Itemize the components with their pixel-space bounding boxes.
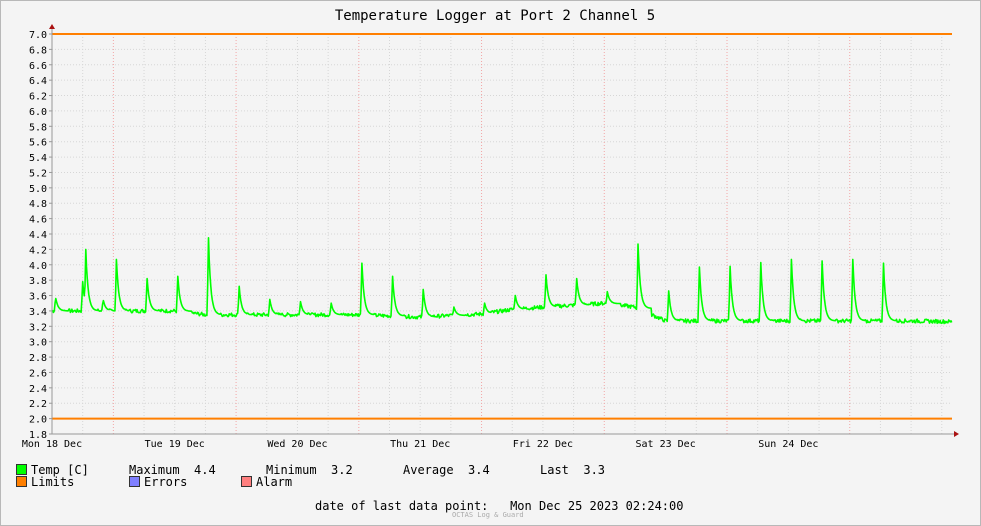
y-tick-label: 7.0 bbox=[29, 30, 47, 41]
x-tick-label: Sat 23 Dec bbox=[636, 439, 696, 450]
alarm-swatch bbox=[241, 476, 252, 487]
y-axis-tick-labels: 1.8 2.0 2.2 2.4 2.6 2.8 3.0 3.2 3.4 3.6 3.8 4.0 4.2 4… bbox=[29, 30, 47, 441]
errors-swatch bbox=[129, 476, 140, 487]
legend-limits: Limits bbox=[16, 475, 129, 489]
x-axis-arrow bbox=[954, 431, 959, 437]
y-tick-label: 3.6 bbox=[29, 292, 47, 303]
y-tick-label: 3.2 bbox=[29, 322, 47, 333]
y-tick-label: 6.6 bbox=[29, 61, 47, 72]
y-tick-label: 6.8 bbox=[29, 45, 47, 56]
x-tick-label: Sun 24 Dec bbox=[758, 439, 818, 450]
legend-row-markers: Limits Errors Alarm bbox=[16, 475, 292, 489]
y-tick-label: 4.8 bbox=[29, 199, 47, 210]
legend-minimum: Minimum 3.2 bbox=[266, 463, 403, 477]
legend-temp: Temp [C] bbox=[16, 463, 129, 477]
legend-errors: Errors bbox=[129, 475, 241, 489]
y-tick-label: 4.2 bbox=[29, 245, 47, 256]
limit-lines bbox=[52, 33, 952, 420]
temp-series-line bbox=[51, 237, 953, 325]
legend-row-stats: Temp [C] Maximum 4.4 Minimum 3.2 Average 3.… bbox=[16, 463, 605, 477]
x-tick-label: Wed 20 Dec bbox=[267, 439, 327, 450]
temp-swatch bbox=[16, 464, 27, 475]
y-tick-label: 6.4 bbox=[29, 76, 47, 87]
y-tick-label: 5.8 bbox=[29, 122, 47, 133]
y-tick-label: 3.8 bbox=[29, 276, 47, 287]
limits-swatch bbox=[16, 476, 27, 487]
x-tick-label: Tue 19 Dec bbox=[145, 439, 205, 450]
y-tick-label: 4.6 bbox=[29, 215, 47, 226]
last-point-label: date of last data point: bbox=[315, 499, 489, 513]
alarm-label: Alarm bbox=[256, 475, 293, 489]
y-tick-label: 5.2 bbox=[29, 168, 47, 179]
last-value: 3.3 bbox=[583, 463, 606, 477]
y-tick-label: 5.4 bbox=[29, 153, 47, 164]
y-tick-label: 5.0 bbox=[29, 184, 47, 195]
y-tick-label: 4.4 bbox=[29, 230, 47, 241]
y-tick-label: 1.8 bbox=[29, 430, 47, 441]
y-tick-label: 2.0 bbox=[29, 415, 47, 426]
maximum-value: 4.4 bbox=[194, 463, 216, 477]
chart-title: Temperature Logger at Port 2 Channel 5 bbox=[335, 8, 655, 24]
y-tick-label: 2.2 bbox=[29, 399, 47, 410]
legend-average: Average 3.4 bbox=[403, 463, 540, 477]
y-axis-arrow bbox=[49, 24, 55, 29]
y-tick-label: 5.6 bbox=[29, 138, 47, 149]
x-tick-label: Mon 18 Dec bbox=[22, 439, 82, 450]
errors-label: Errors bbox=[144, 475, 188, 489]
grid bbox=[51, 33, 952, 435]
last-point-value: Mon Dec 25 2023 02:24:00 bbox=[510, 499, 684, 513]
y-tick-label: 3.0 bbox=[29, 338, 47, 349]
average-value: 3.4 bbox=[468, 463, 490, 477]
y-tick-label: 2.8 bbox=[29, 353, 47, 364]
last-label: Last bbox=[540, 463, 569, 477]
y-tick-label: 4.0 bbox=[29, 261, 47, 272]
y-tick-label: 3.4 bbox=[29, 307, 47, 318]
credit-text: OCTAS Log & Guard bbox=[452, 511, 524, 519]
y-tick-label: 2.4 bbox=[29, 384, 47, 395]
y-tick-label: 6.2 bbox=[29, 92, 47, 103]
maximum-label: Maximum bbox=[129, 463, 180, 477]
legend-last: Last 3.3 bbox=[540, 463, 605, 477]
minimum-label: Minimum bbox=[266, 463, 317, 477]
x-axis-tick-labels: Mon 18 Dec Tue 19 Dec Wed 20 Dec Thu 21 Dec… bbox=[22, 439, 819, 450]
axes bbox=[49, 24, 959, 437]
temp-label: Temp [C] bbox=[31, 463, 89, 477]
x-tick-label: Thu 21 Dec bbox=[390, 439, 450, 450]
y-tick-label: 2.6 bbox=[29, 368, 47, 379]
legend-alarm: Alarm bbox=[241, 475, 292, 489]
limits-label: Limits bbox=[31, 475, 75, 489]
legend-maximum: Maximum 4.4 bbox=[129, 463, 266, 477]
y-tick-label: 6.0 bbox=[29, 107, 47, 118]
minimum-value: 3.2 bbox=[331, 463, 353, 477]
last-data-point: date of last data point: Mon Dec 25 2023… bbox=[315, 499, 683, 513]
x-tick-label: Fri 22 Dec bbox=[513, 439, 573, 450]
average-label: Average bbox=[403, 463, 454, 477]
